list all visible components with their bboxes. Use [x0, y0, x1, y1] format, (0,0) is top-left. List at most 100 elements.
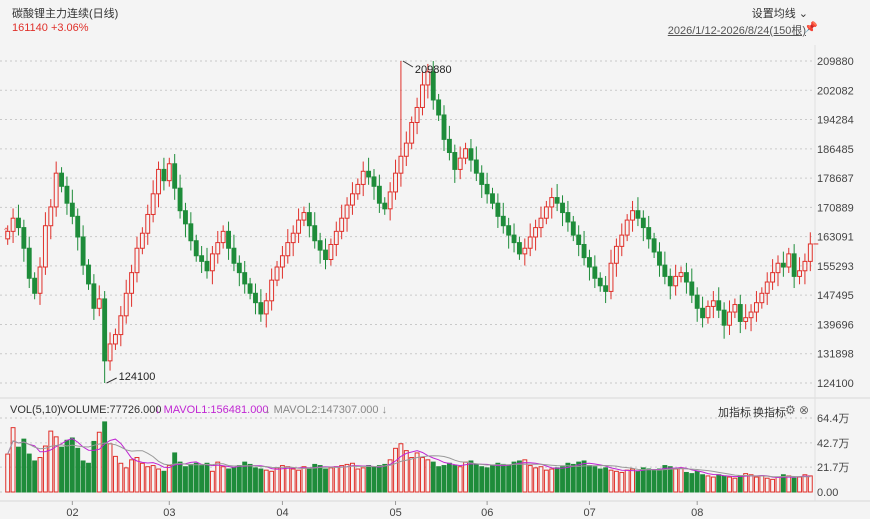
price-tick-label: 202082: [817, 85, 854, 97]
candle-body: [759, 292, 765, 304]
volume-bar: [791, 477, 797, 493]
volume-bar: [403, 450, 409, 493]
volume-bar: [775, 476, 781, 493]
volume-bar: [75, 447, 81, 493]
candle-body: [242, 272, 248, 285]
volume-bar: [129, 459, 135, 493]
candle-body: [204, 260, 210, 272]
volume-bar: [150, 465, 156, 493]
candle-body: [371, 176, 377, 187]
volume-bar: [754, 476, 759, 493]
volume-bar: [716, 474, 722, 493]
volume-bar: [177, 461, 183, 493]
gear-icon[interactable]: ⚙: [785, 403, 796, 417]
volume-bar: [86, 462, 91, 493]
high-annotation-arrow: [402, 60, 414, 68]
volume-bar: [247, 463, 253, 493]
x-tick-label: 03: [163, 507, 175, 519]
candle-body: [522, 247, 528, 255]
candle-body: [597, 277, 603, 287]
volume-bar: [468, 460, 474, 493]
candle-body: [290, 232, 296, 244]
set-ma-button[interactable]: 设置均线 ⌄: [752, 5, 808, 21]
volume-bar: [306, 467, 312, 493]
candle-body: [139, 232, 145, 249]
volume-bar: [172, 452, 178, 493]
candle-body: [215, 242, 221, 255]
candle-body: [323, 249, 328, 261]
volume-bar: [587, 465, 592, 493]
volume-bar: [759, 475, 765, 493]
candle-body: [306, 212, 312, 227]
candle-body: [791, 253, 797, 277]
date-range-link[interactable]: 2026/1/12-2026/8/24(150根): [667, 25, 806, 37]
volume-bar: [500, 463, 506, 493]
volume-bar: [570, 463, 576, 493]
candle-body: [732, 304, 738, 313]
candle-body: [226, 230, 231, 249]
instrument-title: 碳酸锂主力连续(日线): [12, 8, 119, 20]
volume-bar: [441, 465, 447, 493]
volume-bar: [409, 457, 415, 493]
volume-bar: [253, 467, 258, 493]
add-indicator-button[interactable]: 加指标: [718, 407, 751, 419]
candle-body: [53, 172, 59, 208]
candle-body: [382, 202, 388, 210]
candle-body: [511, 234, 517, 244]
candle-body: [425, 71, 431, 86]
candle-body: [689, 281, 695, 296]
candle-body: [441, 114, 447, 140]
volume-bar: [635, 470, 641, 493]
candle-body: [770, 272, 776, 283]
volume-bar: [667, 466, 673, 493]
volume-bar: [242, 461, 248, 493]
close-icon[interactable]: ⊗: [799, 403, 810, 417]
pin-icon[interactable]: 📌: [804, 22, 818, 34]
price-tick-label: 147495: [817, 290, 854, 302]
candle-body: [775, 262, 781, 274]
candle-body: [403, 142, 409, 157]
candle-body: [490, 193, 495, 204]
volume-bar: [350, 462, 355, 493]
x-tick-label: 08: [691, 507, 703, 519]
candle-body: [166, 163, 172, 182]
candle-body: [473, 159, 479, 174]
volume-bar: [285, 466, 291, 493]
candle-body: [457, 157, 463, 170]
candle-body: [516, 242, 522, 255]
volume-bar: [323, 468, 328, 493]
volume-bar: [430, 461, 436, 493]
candle-body: [754, 302, 759, 313]
volume-bar: [543, 469, 549, 493]
candle-body: [102, 298, 108, 362]
volume-bar: [296, 469, 302, 493]
volume-tick-label: 42.7万: [817, 438, 849, 450]
candle-body: [570, 221, 576, 236]
candle-body: [123, 292, 129, 317]
volume-bar: [673, 468, 679, 493]
candle-body: [231, 247, 237, 264]
candle-body: [721, 309, 727, 326]
candle-body: [279, 255, 285, 268]
change-percent: +3.06%: [50, 22, 89, 34]
volume-bar: [376, 465, 382, 493]
volume-bar: [339, 465, 345, 493]
candle-body: [678, 272, 684, 277]
change-indicator-button[interactable]: 换指标: [753, 407, 786, 419]
volume-bar: [236, 465, 242, 493]
candle-body: [554, 197, 560, 204]
volume-bar: [258, 468, 264, 493]
candle-body: [80, 236, 86, 266]
volume-bar: [183, 466, 188, 493]
volume-bar: [387, 459, 393, 493]
volume-bar: [802, 474, 808, 493]
volume-bar: [48, 430, 54, 493]
volume-bar: [797, 476, 802, 493]
candle-body: [549, 197, 555, 208]
candle-body: [683, 272, 689, 283]
candle-body: [484, 183, 490, 195]
x-tick-label: 02: [66, 507, 78, 519]
candle-body: [533, 227, 539, 238]
volume-bar: [560, 466, 565, 493]
